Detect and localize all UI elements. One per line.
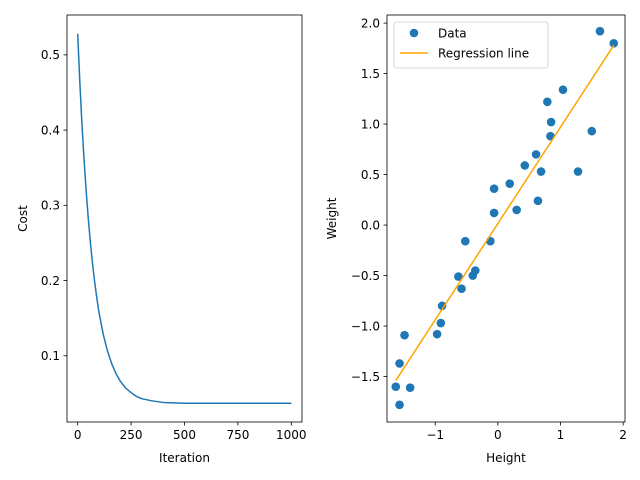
- x-tick-label: 1: [557, 428, 565, 442]
- data-point: [405, 383, 415, 392]
- y-tick-label: −0.5: [351, 269, 380, 283]
- data-point: [454, 272, 463, 281]
- x-tick-label: 0: [494, 428, 502, 442]
- data-point: [437, 301, 447, 311]
- data-point: [486, 236, 495, 246]
- data-point: [436, 318, 446, 328]
- y-tick-label: −1.5: [351, 370, 380, 384]
- y-axis-label: Weight: [325, 197, 339, 239]
- y-tick-label: 0.1: [41, 349, 60, 363]
- data-point: [587, 126, 597, 136]
- legend-box: [393, 21, 549, 69]
- y-tick-label: 0.5: [361, 168, 380, 182]
- data-point: [505, 179, 515, 188]
- x-tick-label: 250: [120, 428, 143, 442]
- y-tick-label: 0.4: [41, 123, 60, 137]
- regression-line: [395, 44, 615, 382]
- data-point: [536, 167, 546, 176]
- data-point: [558, 85, 568, 95]
- y-tick-label: 1.0: [361, 117, 380, 131]
- data-point: [533, 196, 543, 206]
- data-point: [489, 184, 499, 194]
- plot-frame: [386, 14, 626, 423]
- x-tick-label: 0: [74, 428, 82, 442]
- y-axis-label: Cost: [16, 205, 30, 232]
- data-point: [546, 117, 556, 127]
- data-point: [460, 236, 470, 246]
- cost-line: [76, 33, 292, 404]
- data-point: [573, 167, 583, 176]
- plot-frame: [66, 14, 303, 423]
- regression-chart: −1 0 1 2 −1.5 −1.0 −0.5 0.0 0.5 1.0 1.5 2.0 Height We…: [325, 14, 627, 465]
- legend-marker-data: [409, 28, 419, 38]
- y-tick-label: 1.5: [361, 67, 380, 81]
- y-tick-label: 0.3: [41, 199, 60, 213]
- y-tick-label: 2.0: [361, 16, 380, 30]
- data-point: [395, 400, 404, 410]
- x-axis-label: Height: [486, 451, 526, 465]
- data-point: [395, 359, 404, 368]
- legend-label: Regression line: [438, 46, 529, 60]
- data-point: [531, 150, 541, 159]
- data-point: [400, 330, 409, 340]
- x-tick-label: 750: [226, 428, 249, 442]
- x-tick-label: 2: [619, 428, 627, 442]
- data-point: [595, 26, 605, 36]
- y-tick-label: 0.2: [41, 274, 60, 288]
- data-point: [520, 161, 530, 170]
- x-axis-label: Iteration: [159, 451, 210, 465]
- x-tick-label: −1: [426, 428, 444, 442]
- x-tick-label: 500: [173, 428, 196, 442]
- data-point: [489, 208, 499, 218]
- data-point: [457, 284, 466, 293]
- data-point: [432, 329, 442, 339]
- x-tick-label: 1000: [276, 428, 307, 442]
- data-point: [512, 205, 521, 215]
- data-point: [543, 97, 552, 107]
- y-tick-label: 0.5: [41, 48, 60, 62]
- data-point: [471, 266, 480, 275]
- data-point: [609, 38, 619, 48]
- cost-chart: 0 250 500 750 1000 0.1 0.2 0.3 0.4 0.5 Iteration Co…: [16, 14, 307, 465]
- legend-label: Data: [438, 26, 467, 40]
- y-tick-label: −1.0: [351, 319, 380, 333]
- data-point: [391, 382, 401, 391]
- y-tick-label: 0.0: [361, 218, 380, 232]
